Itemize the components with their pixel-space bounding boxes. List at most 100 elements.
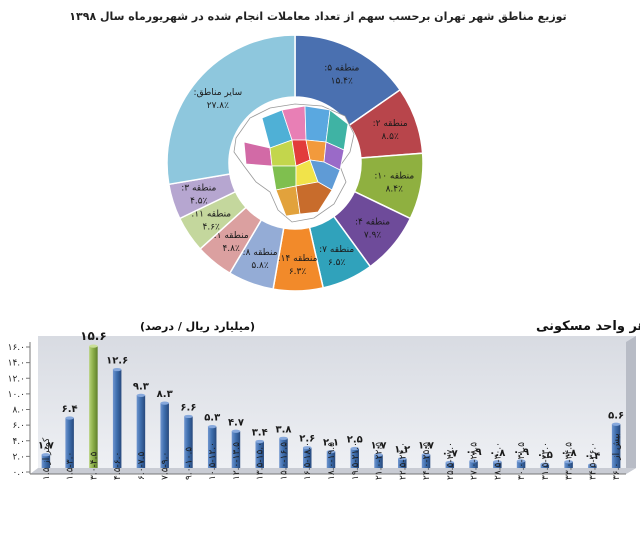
bar-cap: [279, 436, 288, 440]
y-tick-label: ۶.۰: [12, 421, 25, 431]
x-category-label: ۷.۵-۹.۰: [161, 452, 171, 480]
bar-cap: [207, 424, 217, 429]
x-category-label: کمتر از ۱.۵: [42, 437, 52, 480]
bar-cap: [112, 367, 122, 372]
bar-value-label: ۳.۴: [252, 427, 268, 438]
bar: [41, 454, 51, 468]
bar-value-label: ۱۲.۶: [106, 356, 128, 367]
tehran-map-icon: [233, 103, 355, 223]
x-category-label: ۲۱.۰-۲۲.۵: [375, 442, 385, 480]
bar: [516, 460, 526, 468]
donut-slice-label: منطقه ۱۰:: [374, 172, 414, 182]
bar: [445, 462, 455, 468]
donut-slice-value: ۱۵.۴٪: [331, 76, 353, 86]
y-tick-label: ۸.۰: [12, 406, 25, 416]
donut-slice-value: ۷.۹٪: [364, 231, 382, 241]
donut-slice-label: منطقه ۵:: [324, 63, 359, 73]
x-category-label: ۳۴.۵-۳۶.۰: [588, 442, 598, 480]
x-category-label: بیش از ۳۶.۰: [612, 433, 622, 480]
bar-value-label: ۱.۷: [38, 441, 54, 452]
y-tick-label: ۱۶.۰: [8, 343, 25, 353]
bar-cap: [540, 462, 550, 466]
bar-cap: [469, 459, 478, 463]
bar-value-label: ۴.۷: [228, 417, 244, 428]
bar: [540, 464, 550, 468]
bar-cap: [493, 460, 502, 464]
donut-slice: [166, 34, 296, 186]
bar-cap: [136, 393, 146, 397]
bar-cap: [588, 463, 597, 467]
bar-cap: [421, 453, 431, 457]
donut-title: توزیع مناطق شهر تهران برحسب سهم از تعداد…: [69, 10, 566, 23]
bar: [398, 458, 407, 468]
bar-cap: [564, 460, 573, 464]
x-category-label: ۳۱.۵-۳۳.۰: [541, 442, 551, 480]
bar-cap: [89, 344, 98, 348]
bar: [279, 438, 288, 468]
y-tick-label: ۱۴.۰: [8, 359, 25, 369]
x-category-label: ۱۰.۵-۱۲.۰: [208, 442, 218, 480]
x-category-label: ۲۲.۵-۲۴.۰: [398, 442, 408, 480]
bar: [136, 395, 146, 468]
bar-value-label: ۸.۳: [157, 389, 173, 400]
donut-slice-value: ۴.۶٪: [203, 222, 221, 232]
donut-slice-label: منطقه ۴:: [355, 218, 390, 228]
bar-value-label: ۱۵.۶: [80, 329, 107, 343]
x-category-label: ۳.۰-۴.۵: [89, 452, 99, 480]
x-category-label: ۶.۰-۷.۵: [137, 452, 147, 480]
x-category-label: ۲۴.۰-۲۵.۵: [422, 442, 432, 480]
x-category-label: ۳۰.۰-۳۱.۵: [517, 442, 527, 480]
donut-slice-value: ۵.۸٪: [251, 261, 269, 271]
bar: [231, 431, 241, 468]
x-category-label: ۱۲.۰-۱۳.۵: [232, 442, 242, 480]
bar-cap: [445, 460, 455, 465]
bar: [611, 424, 621, 468]
bar: [255, 441, 264, 468]
bar-value-label: ۰.۹: [466, 447, 482, 458]
bar-cap: [65, 416, 74, 420]
donut-slice-label: منطقه ۱۱:: [191, 209, 231, 219]
bar: [112, 369, 122, 468]
x-category-label: ۲۸.۵-۳۰.۰: [493, 442, 503, 480]
bar-value-label: ۲.۱: [323, 438, 339, 449]
bar-value-label: ۱.۲: [394, 445, 410, 456]
bar: [493, 461, 502, 468]
bar-value-label: ۰.۷: [442, 449, 458, 460]
plot-floor: [30, 468, 636, 474]
donut-slice-value: ۸.۵٪: [381, 132, 399, 142]
bar-cap: [41, 453, 51, 457]
y-tick-label: ۱۲.۰: [8, 374, 25, 384]
bar-value-label: ۲.۶: [299, 434, 315, 445]
bar-chart-unit-label: (میلیارد ریال / درصد): [140, 320, 255, 333]
donut-slice-value: ۴.۵٪: [190, 197, 208, 207]
bar: [160, 403, 169, 468]
bar-value-label: ۱.۷: [418, 441, 434, 452]
bar-cap: [350, 446, 360, 451]
x-category-label: ۴.۵-۶.۰: [113, 452, 123, 480]
donut-slice-label: سایر مناطق:: [194, 88, 243, 98]
bar-cap: [255, 439, 264, 444]
bar: [207, 426, 217, 468]
bar-cap: [184, 414, 193, 419]
donut-slice-value: ۶.۳٪: [289, 267, 307, 277]
bar-cap: [611, 422, 621, 426]
x-category-label: ۳۳.۰-۳۴.۵: [565, 442, 575, 480]
bar-value-label: ۰.۹: [513, 447, 529, 458]
x-category-label: ۱.۵-۳.۰: [66, 452, 76, 480]
plot-right-wall: [626, 336, 636, 474]
bar-cap: [302, 446, 312, 450]
bar-value-label: ۰.۸: [561, 448, 577, 459]
x-category-label: ۲۵.۵-۲۷.۰: [446, 442, 456, 480]
bar-cap: [231, 429, 241, 433]
donut-slice-label: منطقه ۱:: [214, 231, 249, 241]
bar: [350, 448, 360, 468]
bar: [326, 451, 336, 468]
bar: [65, 418, 74, 468]
bar-cap: [326, 449, 336, 454]
bar-value-label: ۰.۸: [489, 448, 505, 459]
bar-value-label: ۵.۳: [204, 413, 220, 424]
bar: [421, 454, 431, 468]
bar-value-label: ۶.۴: [62, 404, 78, 415]
x-category-label: ۱۶.۵-۱۸.۰: [303, 442, 313, 480]
